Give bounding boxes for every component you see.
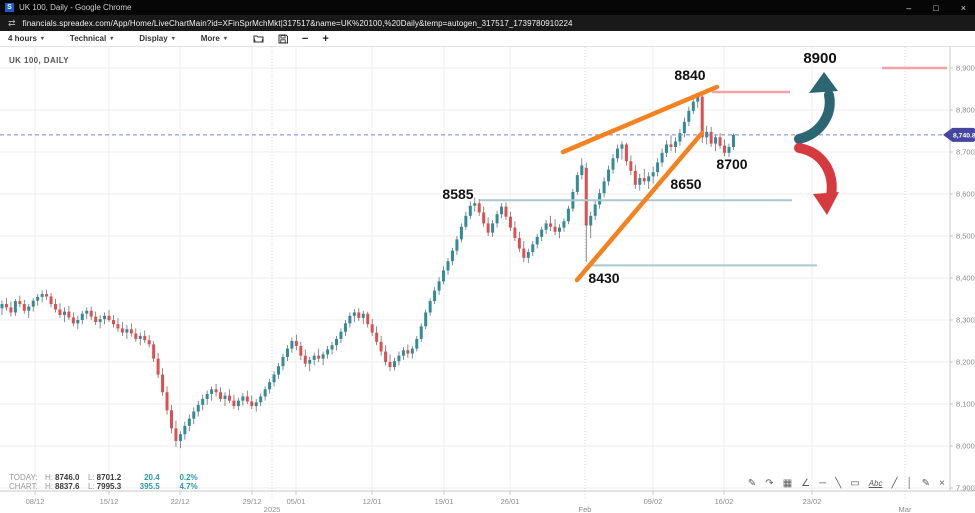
symbol-label: UK 100, DAILY	[9, 56, 70, 65]
browser-urlbar[interactable]: ⇄ financials.spreadex.com/App/Home/LiveC…	[0, 15, 975, 31]
chart-high: 8837.6	[55, 482, 80, 491]
svg-text:19/01: 19/01	[435, 497, 454, 506]
close-button[interactable]: ×	[960, 2, 966, 13]
chevron-down-icon: ▾	[110, 36, 114, 42]
chart-stats-row: CHART: H: 8837.6 L: 7995.3 395.5 4.7%	[9, 482, 198, 491]
svg-text:26/01: 26/01	[501, 497, 520, 506]
today-high: 8746.0	[55, 473, 80, 482]
svg-text:8700: 8700	[716, 156, 747, 172]
svg-text:8585: 8585	[442, 186, 473, 202]
pencil-icon[interactable]: ✎	[921, 478, 931, 489]
chevron-down-icon: ▾	[171, 36, 175, 42]
svg-text:12/01: 12/01	[363, 497, 382, 506]
browser-titlebar: S UK 100, Daily - Google Chrome – □ ×	[0, 0, 975, 15]
svg-text:16/02: 16/02	[715, 497, 734, 506]
chart-toolbar: 4 hours ▾ Technical ▾ Display ▾ More ▾ −…	[0, 31, 975, 47]
close-tool-icon[interactable]: ×	[939, 478, 945, 489]
trendline-icon[interactable]: ╲	[835, 478, 842, 489]
horizontal-line-icon[interactable]: ─	[819, 478, 827, 489]
svg-text:29/12: 29/12	[243, 497, 262, 506]
svg-text:2025: 2025	[264, 505, 281, 513]
vertical-line-icon[interactable]: │	[906, 478, 913, 489]
drawing-toolbar: ✎ ↷ ▦ ∠ ─ ╲ ▭ Abc ╱ │ ✎ ×	[748, 478, 945, 490]
svg-text:8650: 8650	[670, 176, 701, 192]
svg-text:Mar: Mar	[899, 505, 912, 513]
svg-text:8840: 8840	[674, 67, 705, 83]
svg-text:7,900: 7,900	[956, 484, 975, 493]
chart-panel: 8,900 8,800 8,700 8,600 8,500 8,400 8,300 8,200…	[0, 47, 975, 513]
svg-text:8,600: 8,600	[956, 190, 975, 199]
rectangle-icon[interactable]: ▭	[850, 478, 860, 489]
chart-low: 7995.3	[96, 482, 122, 491]
svg-text:8,900: 8,900	[956, 64, 975, 73]
svg-text:8,400: 8,400	[956, 274, 975, 283]
minimize-button[interactable]: –	[906, 2, 912, 13]
text-tool-icon[interactable]: Abc	[868, 479, 883, 488]
svg-text:05/01: 05/01	[287, 497, 306, 506]
svg-text:08/12: 08/12	[26, 497, 45, 506]
svg-text:8,500: 8,500	[956, 232, 975, 241]
diagonal-line-icon[interactable]: ╱	[891, 478, 898, 489]
today-low: 8701.2	[96, 473, 122, 482]
today-change: 20.4	[144, 473, 160, 482]
svg-text:8,740.80: 8,740.80	[953, 132, 975, 139]
svg-text:22/12: 22/12	[171, 497, 190, 506]
chart-pct: 4.7%	[179, 482, 198, 491]
window-title: UK 100, Daily - Google Chrome	[19, 3, 132, 12]
svg-text:8900: 8900	[803, 50, 836, 67]
grid-icon[interactable]: ▦	[782, 478, 793, 489]
redo-curve-icon[interactable]: ↷	[765, 478, 774, 489]
tab-switch-icon[interactable]: ⇄	[8, 17, 16, 28]
display-dropdown[interactable]: Display ▾	[139, 34, 175, 43]
more-dropdown[interactable]: More ▾	[200, 34, 227, 43]
today-pct: 0.2%	[179, 473, 198, 482]
marker-icon[interactable]: ✎	[747, 478, 757, 489]
open-folder-icon[interactable]	[253, 34, 264, 43]
svg-text:8,000: 8,000	[956, 442, 975, 451]
timeframe-dropdown[interactable]: 4 hours ▾	[8, 34, 44, 43]
maximize-button[interactable]: □	[933, 2, 939, 13]
spreadex-favicon: S	[5, 3, 14, 12]
svg-text:8,100: 8,100	[956, 400, 975, 409]
chart-change: 395.5	[139, 482, 160, 491]
page-url[interactable]: financials.spreadex.com/App/Home/LiveCha…	[22, 18, 573, 28]
zoom-out-button[interactable]: −	[301, 32, 309, 45]
svg-text:8,800: 8,800	[956, 106, 975, 115]
svg-text:8,700: 8,700	[956, 148, 975, 157]
svg-text:Feb: Feb	[579, 505, 592, 513]
chevron-down-icon: ▾	[40, 36, 44, 42]
svg-text:23/02: 23/02	[803, 497, 822, 506]
today-stats-row: TODAY: H: 8746.0 L: 8701.2 20.4 0.2%	[9, 473, 198, 482]
candlestick-chart[interactable]: 8,900 8,800 8,700 8,600 8,500 8,400 8,300 8,200…	[0, 47, 975, 513]
trend-angle-icon[interactable]: ∠	[801, 478, 811, 489]
svg-text:8,300: 8,300	[956, 316, 975, 325]
zoom-in-button[interactable]: +	[322, 32, 329, 45]
svg-text:8,200: 8,200	[956, 358, 975, 367]
technical-dropdown[interactable]: Technical ▾	[69, 34, 114, 43]
svg-text:15/12: 15/12	[100, 497, 119, 506]
save-icon[interactable]	[278, 34, 288, 44]
chevron-down-icon: ▾	[223, 36, 227, 42]
session-stats: TODAY: H: 8746.0 L: 8701.2 20.4 0.2% CHA…	[9, 473, 206, 491]
svg-text:09/02: 09/02	[644, 497, 663, 506]
svg-text:8430: 8430	[588, 270, 619, 286]
